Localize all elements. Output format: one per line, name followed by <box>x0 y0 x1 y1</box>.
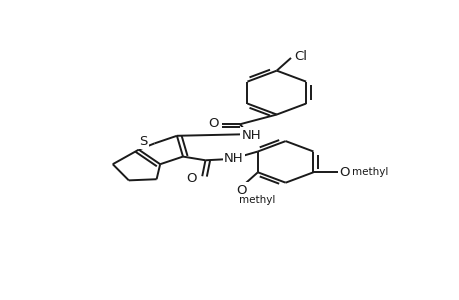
Text: O: O <box>338 166 349 179</box>
Text: O: O <box>207 117 218 130</box>
Text: methyl: methyl <box>352 167 388 177</box>
Text: O: O <box>186 172 196 185</box>
Text: NH: NH <box>241 129 261 142</box>
Text: S: S <box>139 135 148 148</box>
Text: NH: NH <box>224 152 243 165</box>
Text: Cl: Cl <box>294 50 307 63</box>
Text: methyl: methyl <box>239 195 275 205</box>
Text: O: O <box>236 184 246 196</box>
